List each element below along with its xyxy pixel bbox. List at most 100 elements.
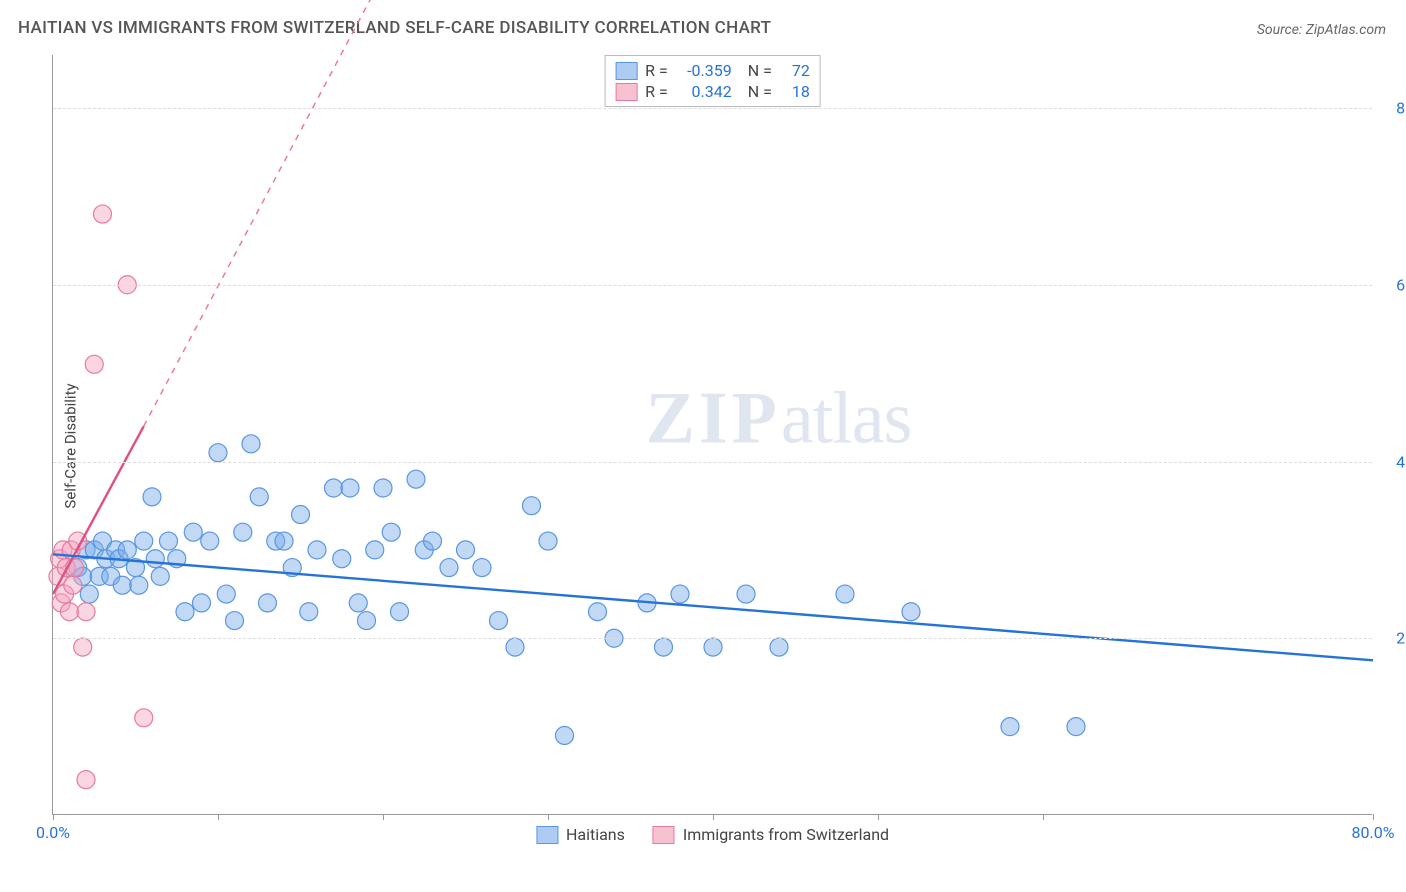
stats-r-value: 0.342 <box>676 82 732 101</box>
legend-swatch <box>536 826 558 844</box>
data-point <box>407 470 425 488</box>
ytick-label: 8.0% <box>1380 99 1406 118</box>
data-point <box>349 594 367 612</box>
data-point <box>655 638 673 656</box>
data-point <box>506 638 524 656</box>
data-point <box>234 523 252 541</box>
data-point <box>130 576 148 594</box>
legend-item: Immigrants from Switzerland <box>653 825 889 844</box>
legend-label: Immigrants from Switzerland <box>683 825 889 844</box>
legend-label: Haitians <box>566 825 625 844</box>
data-point <box>184 523 202 541</box>
chart-svg <box>53 55 1372 814</box>
data-point <box>374 479 392 497</box>
data-point <box>473 559 491 577</box>
data-point <box>556 726 574 744</box>
data-point <box>358 612 376 630</box>
data-point <box>440 559 458 577</box>
data-point <box>61 603 79 621</box>
legend-swatch <box>615 83 637 101</box>
data-point <box>704 638 722 656</box>
xtick-label: 0.0% <box>36 823 70 842</box>
data-point <box>143 488 161 506</box>
stats-legend-box: R = -0.359 N = 72 R = 0.342 N = 18 <box>604 55 821 107</box>
xtick-label: 80.0% <box>1352 823 1395 842</box>
data-point <box>80 585 98 603</box>
legend-item: Haitians <box>536 825 625 844</box>
data-point <box>259 594 277 612</box>
stats-n-value: 18 <box>780 82 810 101</box>
stats-n-label: N = <box>748 82 772 101</box>
data-point <box>341 479 359 497</box>
stats-r-label: R = <box>645 82 668 101</box>
data-point <box>902 603 920 621</box>
bottom-legend: Haitians Immigrants from Switzerland <box>536 825 889 844</box>
data-point <box>226 612 244 630</box>
data-point <box>366 541 384 559</box>
data-point <box>671 585 689 603</box>
data-point <box>151 567 169 585</box>
xtick-mark <box>878 814 879 820</box>
data-point <box>135 709 153 727</box>
xtick-mark <box>1043 814 1044 820</box>
trend-line <box>144 0 383 426</box>
data-point <box>836 585 854 603</box>
data-point <box>193 594 211 612</box>
xtick-mark <box>218 814 219 820</box>
data-point <box>424 532 442 550</box>
data-point <box>135 532 153 550</box>
xtick-mark <box>713 814 714 820</box>
data-point <box>113 576 131 594</box>
source-label: Source: ZipAtlas.com <box>1257 22 1386 38</box>
data-point <box>94 205 112 223</box>
data-point <box>160 532 178 550</box>
data-point <box>333 550 351 568</box>
ytick-label: 2.0% <box>1380 629 1406 648</box>
data-point <box>382 523 400 541</box>
data-point <box>77 603 95 621</box>
stats-r-label: R = <box>645 61 668 80</box>
data-point <box>250 488 268 506</box>
gridline-h <box>53 108 1372 109</box>
xtick-mark <box>53 814 54 820</box>
data-point <box>523 497 541 515</box>
xtick-mark <box>1373 814 1374 820</box>
data-point <box>457 541 475 559</box>
data-point <box>201 532 219 550</box>
xtick-mark <box>383 814 384 820</box>
data-point <box>176 603 194 621</box>
data-point <box>118 541 136 559</box>
data-point <box>217 585 235 603</box>
data-point <box>737 585 755 603</box>
stats-r-value: -0.359 <box>676 61 732 80</box>
data-point <box>209 444 227 462</box>
stats-n-value: 72 <box>780 61 810 80</box>
chart-title: HAITIAN VS IMMIGRANTS FROM SWITZERLAND S… <box>18 18 771 38</box>
data-point <box>292 506 310 524</box>
data-point <box>589 603 607 621</box>
data-point <box>490 612 508 630</box>
ytick-label: 4.0% <box>1380 452 1406 471</box>
stats-n-label: N = <box>748 61 772 80</box>
data-point <box>275 532 293 550</box>
data-point <box>300 603 318 621</box>
data-point <box>770 638 788 656</box>
data-point <box>242 435 260 453</box>
legend-swatch <box>653 826 675 844</box>
data-point <box>391 603 409 621</box>
data-point <box>77 771 95 789</box>
data-point <box>85 355 103 373</box>
stats-row: R = 0.342 N = 18 <box>615 81 810 102</box>
data-point <box>325 479 343 497</box>
gridline-h <box>53 638 1372 639</box>
data-point <box>64 576 82 594</box>
data-point <box>308 541 326 559</box>
data-point <box>146 550 164 568</box>
data-point <box>1067 718 1085 736</box>
xtick-mark <box>548 814 549 820</box>
gridline-h <box>53 285 1372 286</box>
stats-row: R = -0.359 N = 72 <box>615 60 810 81</box>
ytick-label: 6.0% <box>1380 275 1406 294</box>
data-point <box>539 532 557 550</box>
plot-area: ZIPatlas R =-0.359N =72R =0.342N =18 Hai… <box>52 55 1372 815</box>
